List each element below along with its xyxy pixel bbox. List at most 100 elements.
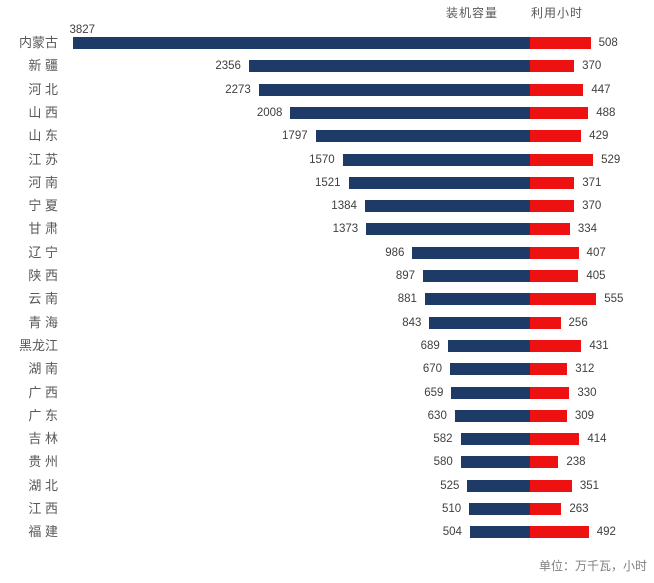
category-label: 江 苏 <box>28 151 58 167</box>
legend-hours-label: 利用小时 <box>531 6 584 20</box>
hours-bar <box>530 153 594 166</box>
capacity-bar <box>460 456 530 469</box>
category-label: 辽 宁 <box>28 244 58 260</box>
capacity-bar <box>248 60 530 73</box>
hours-bar <box>530 176 575 189</box>
hours-bar <box>530 339 582 352</box>
hours-value-label: 312 <box>575 363 595 376</box>
hours-value-label: 238 <box>566 456 586 469</box>
hours-value-label: 334 <box>577 223 598 236</box>
capacity-bar <box>460 433 530 446</box>
hours-value-label: 330 <box>577 386 597 399</box>
hours-value-label: 309 <box>574 409 595 422</box>
capacity-bar <box>467 479 530 492</box>
hours-value-label: 256 <box>568 316 588 329</box>
capacity-bar <box>469 526 530 539</box>
capacity-bar <box>429 316 530 329</box>
capacity-value-label: 659 <box>424 386 444 399</box>
hours-bar <box>530 37 591 49</box>
hours-value-label: 508 <box>598 37 618 49</box>
hours-value-label: 447 <box>591 83 611 96</box>
capacity-value-label: 525 <box>440 479 460 492</box>
unit-note: 单位：万千瓦，小时 <box>538 559 647 573</box>
capacity-bar <box>342 153 530 166</box>
capacity-value-label: 504 <box>442 526 462 539</box>
hours-bar <box>530 83 584 96</box>
hours-bar <box>530 200 575 213</box>
capacity-value-label: 2273 <box>225 83 251 96</box>
category-label: 广 东 <box>28 407 58 423</box>
hours-bar <box>530 223 570 236</box>
category-label: 黑龙江 <box>18 337 58 353</box>
category-label: 河 南 <box>28 174 58 190</box>
capacity-value-label: 630 <box>427 409 447 422</box>
capacity-bar <box>450 363 530 376</box>
hours-value-label: 414 <box>587 433 607 446</box>
hours-bar <box>530 386 570 399</box>
capacity-value-label: 881 <box>397 293 417 306</box>
capacity-bar <box>366 223 530 236</box>
hours-bar <box>530 456 559 469</box>
hours-value-label: 371 <box>582 176 602 189</box>
hours-bar <box>530 433 580 446</box>
capacity-bar <box>315 130 530 143</box>
hours-bar <box>530 106 589 119</box>
capacity-bar <box>422 270 530 282</box>
hours-bar <box>530 526 589 539</box>
capacity-value-label: 2356 <box>215 60 241 73</box>
hours-value-label: 431 <box>589 339 609 352</box>
capacity-bar <box>451 386 530 399</box>
category-label: 山 西 <box>28 104 58 120</box>
hours-value-label: 405 <box>586 270 606 282</box>
capacity-value-label: 689 <box>420 339 440 352</box>
hours-value-label: 370 <box>582 200 602 213</box>
capacity-bar <box>364 200 530 213</box>
hours-bar <box>530 293 597 306</box>
category-label: 广 西 <box>28 384 58 400</box>
hours-value-label: 407 <box>586 246 606 259</box>
capacity-bar <box>348 176 530 189</box>
hours-value-label: 351 <box>579 479 600 492</box>
category-label: 湖 南 <box>28 361 58 377</box>
hours-bar <box>530 479 572 492</box>
hours-bar <box>530 270 579 282</box>
hours-bar <box>530 60 575 73</box>
capacity-value-label: 986 <box>385 246 405 259</box>
capacity-value-label: 843 <box>402 316 422 329</box>
capacity-bar <box>73 37 530 49</box>
capacity-value-label: 3827 <box>69 24 96 36</box>
capacity-bar <box>469 503 530 515</box>
capacity-value-label: 1384 <box>331 200 357 213</box>
capacity-value-label: 1373 <box>332 223 359 236</box>
hours-value-label: 370 <box>582 60 602 73</box>
hours-bar <box>530 316 561 329</box>
capacity-value-label: 510 <box>441 503 462 515</box>
capacity-value-label: 580 <box>433 456 453 469</box>
hours-bar <box>530 246 579 259</box>
capacity-value-label: 582 <box>433 433 453 446</box>
capacity-value-label: 670 <box>422 363 443 376</box>
category-label: 福 建 <box>28 524 58 540</box>
hours-bar <box>530 363 568 376</box>
hours-value-label: 263 <box>569 503 589 515</box>
category-label: 湖 北 <box>28 477 58 493</box>
category-label: 青 海 <box>28 314 58 330</box>
capacity-value-label: 1521 <box>314 176 341 189</box>
capacity-value-label: 1570 <box>309 153 335 166</box>
capacity-value-label: 1797 <box>282 130 308 143</box>
hours-value-label: 488 <box>596 106 616 119</box>
category-label: 贵 州 <box>28 454 58 470</box>
legend-capacity-label: 装机容量 <box>446 6 499 20</box>
hours-value-label: 555 <box>604 293 624 306</box>
category-label: 山 东 <box>28 128 58 144</box>
hours-bar <box>530 503 562 515</box>
category-label: 新 疆 <box>28 58 58 74</box>
category-label: 内蒙古 <box>18 35 58 50</box>
hours-value-label: 529 <box>601 153 621 166</box>
category-label: 宁 夏 <box>28 198 58 214</box>
category-label: 甘 肃 <box>28 221 58 237</box>
capacity-value-label: 897 <box>395 270 415 282</box>
capacity-bar <box>258 83 530 96</box>
hours-bar <box>530 130 582 143</box>
